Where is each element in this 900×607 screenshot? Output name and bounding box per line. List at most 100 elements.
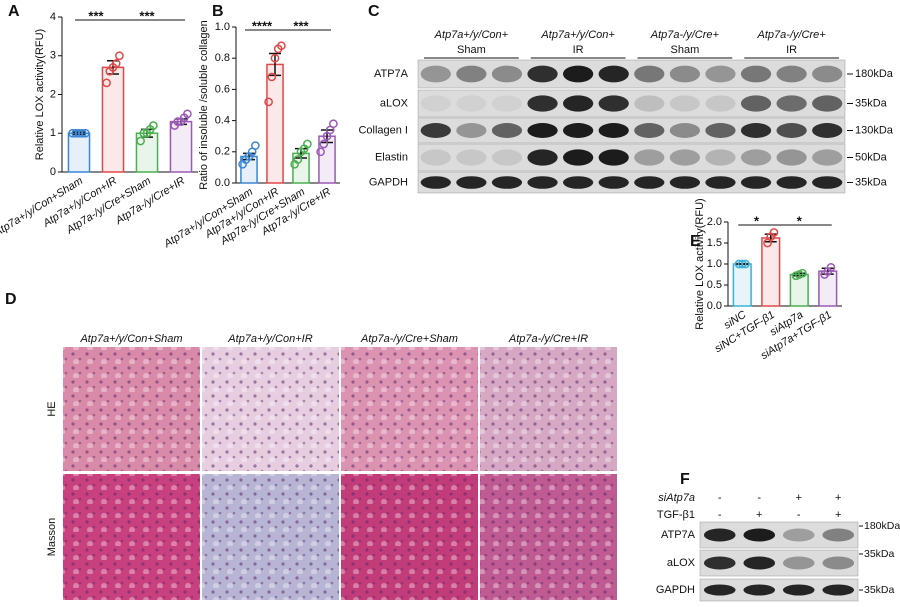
data-point [149,121,158,130]
y-tick-label: 0.8 [215,52,230,64]
micrograph-texture [341,347,478,471]
band [420,95,451,112]
data-point [277,41,286,51]
data-point [303,139,312,149]
row-label: GAPDH [656,584,695,596]
blot-strip [699,578,859,602]
condition-sign: + [796,492,802,504]
data-point [102,78,111,88]
band [563,65,594,83]
bar [266,63,284,184]
band [598,123,629,138]
size-marker: 50kDa [855,151,888,163]
band [420,149,451,166]
data-point [826,263,836,272]
band [743,584,776,596]
data-point [139,128,149,138]
condition-label: TGF-β1 [657,509,695,521]
band [456,149,487,166]
column-label: Atp7a-/y/Cre+IR [508,333,588,345]
condition-sign: + [756,509,762,521]
group-treatment: Sham [457,44,486,56]
significance-label: * [754,213,760,228]
micrograph-texture [63,474,200,600]
band [634,149,665,166]
data-point [293,155,303,164]
data-point [737,259,747,269]
bar [789,273,809,307]
y-axis-label: Relative LOX activity(RFU) [34,29,46,160]
band [598,149,629,166]
band [491,123,523,138]
data-point [270,53,280,63]
blot-strip [417,143,846,172]
data-point [183,109,192,119]
condition-sign: - [718,509,722,521]
band [740,123,772,138]
band [743,528,776,542]
data-point [71,128,81,138]
micrograph-texture [341,474,478,600]
data-point [115,51,124,61]
panel-label: F [680,471,690,488]
row-label: GAPDH [369,176,408,188]
band [782,528,815,542]
size-marker: 130kDa [855,124,894,136]
band [740,65,772,83]
micrograph-texture [202,347,339,471]
data-point [251,141,260,150]
band [776,123,807,138]
data-point [111,59,121,68]
column-label: Atp7a-/y/Cre+Sham [360,333,458,345]
group-treatment: IR [573,44,584,56]
band [776,176,807,189]
row-label: Elastin [375,151,408,163]
data-point [77,128,87,138]
band [705,176,736,189]
micrograph-texture [63,347,200,471]
band [634,176,665,189]
data-point [68,128,77,138]
y-tick-label: 0.2 [215,146,230,158]
y-axis-label: Ratio of insoluble /soluble collagen [198,20,210,189]
band [456,123,487,138]
band [598,65,629,83]
band [812,123,843,138]
band [705,95,736,112]
panel-label: C [368,3,380,20]
row-label: Collagen I [358,124,408,136]
data-point [769,228,779,237]
band [420,123,451,138]
y-tick-label: 0.6 [215,83,230,95]
band [812,149,843,166]
band [743,556,776,570]
group-genotype: Atp7a-/y/Cre+ [757,29,827,41]
bar [732,263,752,307]
bar [67,132,91,173]
band [456,65,487,83]
condition-sign: + [835,509,841,521]
group-treatment: IR [786,44,797,56]
band [527,95,558,112]
band [703,584,736,596]
y-tick-label: 0.4 [215,115,230,127]
bar [761,237,781,307]
band [634,95,665,112]
size-marker: 35kDa [864,584,895,596]
band [563,176,594,189]
band [669,176,700,189]
band [812,176,843,189]
condition-sign: - [797,509,801,521]
y-tick-label: 0.0 [215,177,230,189]
y-tick-label: 1.0 [215,21,230,33]
data-point [267,72,277,82]
band [776,149,807,166]
band [598,176,629,189]
y-tick-label: 4 [50,11,56,23]
condition-label: siAtp7a [658,492,695,504]
micrograph-texture [480,474,617,600]
y-tick-label: 1 [50,127,56,139]
band [527,123,558,138]
data-point [136,136,145,146]
band [420,65,451,83]
